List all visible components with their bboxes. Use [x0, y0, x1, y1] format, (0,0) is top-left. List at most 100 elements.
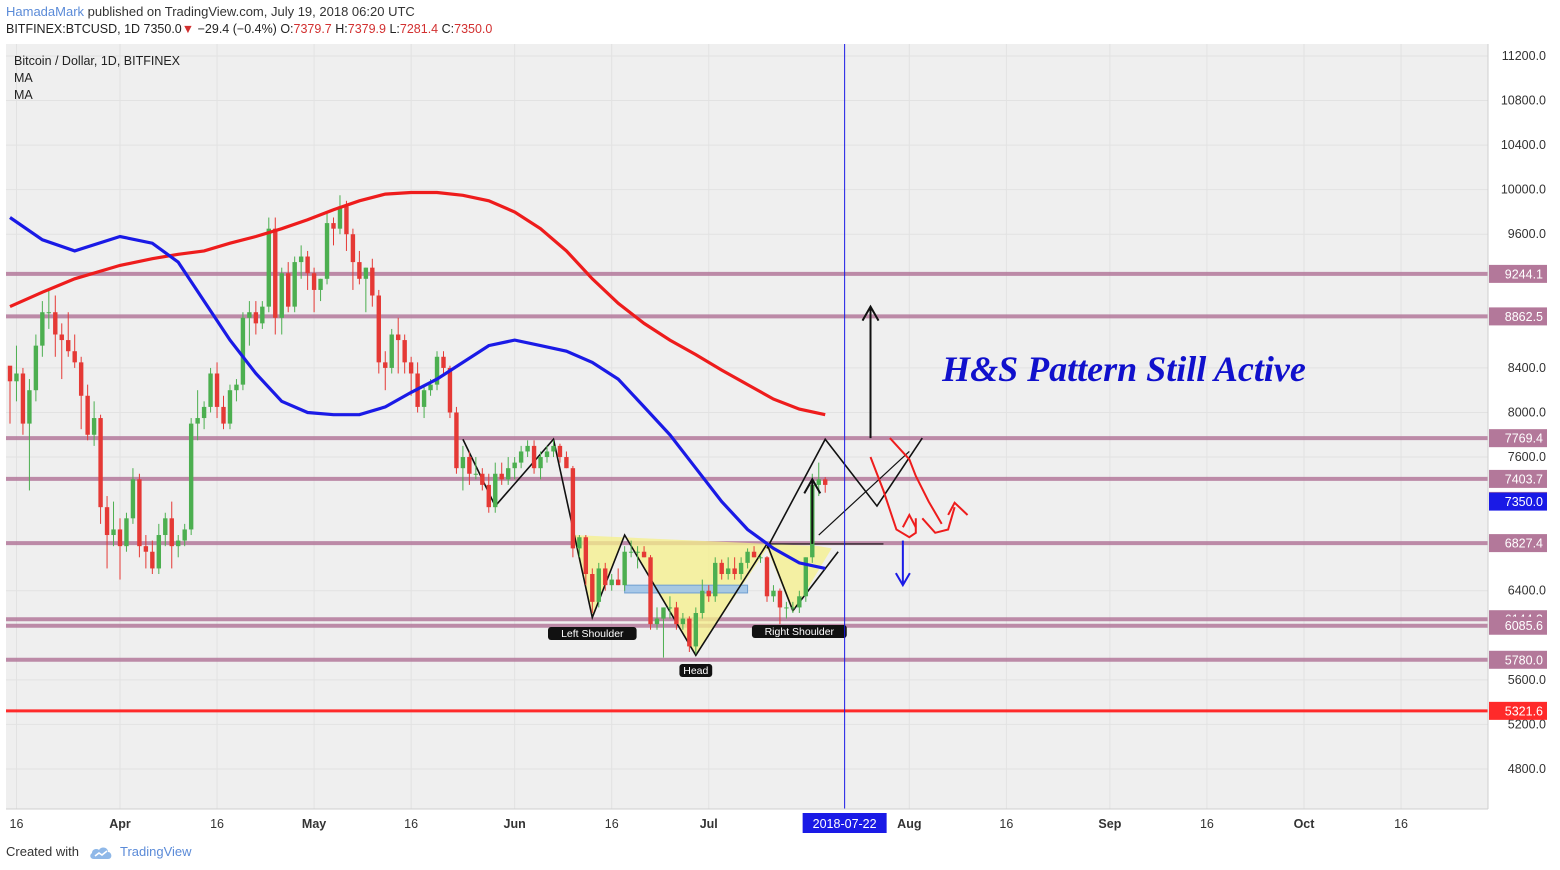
candle-body: [104, 507, 110, 536]
support-price-tag: 5321.6: [1489, 701, 1547, 720]
candle-body: [176, 540, 181, 547]
pattern-label-text: Right Shoulder: [765, 626, 835, 638]
candle-body: [790, 607, 796, 609]
time-tick-label: May: [302, 817, 326, 831]
time-tick-label: 16: [10, 817, 24, 831]
pattern-labels: Left Shoulder Head Right Shoulder: [548, 625, 847, 677]
publish-line: HamadaMark published on TradingView.com,…: [6, 4, 415, 19]
pattern-label-text: Head: [683, 665, 708, 677]
candle-body: [719, 562, 724, 575]
candle-body: [441, 356, 446, 368]
candle-body: [603, 568, 608, 586]
candle-body: [713, 562, 718, 597]
candle-body: [480, 473, 485, 485]
candle-body: [214, 373, 220, 407]
candle-body: [803, 557, 809, 597]
candle-body: [732, 568, 737, 575]
candle-body: [27, 390, 32, 424]
forecast-arrow-2: [947, 501, 969, 516]
time-tick-label: Oct: [1294, 817, 1316, 831]
candle-body: [331, 223, 336, 229]
candle-body: [20, 373, 26, 424]
price-tick-label: 7600.0: [1508, 450, 1546, 464]
candle-body: [421, 390, 427, 407]
open-value: 7379.7: [293, 22, 332, 36]
candle-body: [738, 562, 744, 575]
level-price-tag-text: 5780.0: [1505, 653, 1543, 667]
level-price-tag: 7403.7: [1489, 469, 1547, 488]
time-tick-label: Apr: [109, 817, 131, 831]
level-price-tag: 7769.4: [1489, 429, 1547, 448]
support-price-tag-text: 5321.6: [1505, 704, 1543, 718]
level-price-tag-bg: [1489, 264, 1547, 283]
pattern-label-text: Left Shoulder: [561, 628, 624, 640]
time-axis[interactable]: 16 Apr 16 May 16 Jun 16 Jul Aug 16 Sep 16 Oct 16: [10, 817, 1409, 831]
price-tick-label: 10800.0: [1501, 94, 1546, 108]
candle-body: [344, 206, 349, 235]
candle-body: [279, 273, 284, 318]
candle-body: [208, 373, 213, 407]
candle-body: [85, 395, 90, 435]
legend-ma-2: MA: [14, 88, 33, 102]
candle-body: [240, 317, 246, 385]
chart-annotation: H&S Pattern Still Active: [941, 349, 1306, 389]
overlay-drawings: [803, 304, 969, 588]
candle-body: [286, 273, 291, 307]
date-tag-bg: [802, 813, 887, 833]
time-tags: 2018-07-22: [802, 813, 887, 833]
current-price-tag: 7350.0: [1489, 492, 1547, 511]
publisher-link[interactable]: HamadaMark: [6, 4, 85, 19]
support-price-tag-bg: [1489, 701, 1547, 720]
candle-body: [758, 557, 763, 559]
price-axis[interactable]: 11200.0 10800.0 10400.0 10000.0 9600.0 8400.0…: [1501, 49, 1546, 776]
candle-body: [577, 537, 582, 549]
time-tick-label: Jul: [700, 817, 718, 831]
candle-body: [53, 312, 58, 335]
candle-body: [156, 535, 162, 569]
candle-body: [680, 618, 686, 625]
chart-legend: Bitcoin / Dollar, 1D, BITFINEX MA MA: [14, 54, 181, 102]
ohlc-line: BITFINEX:BTCUSD, 1D 7350.0▼ −29.4 (−0.4%…: [6, 22, 492, 36]
candle-body: [383, 362, 388, 368]
candle-body: [130, 479, 136, 519]
candle-body: [518, 451, 524, 463]
header-bar: HamadaMark published on TradingView.com,…: [0, 0, 1560, 44]
legend-ma-1: MA: [14, 71, 33, 85]
candle-body: [363, 267, 369, 279]
candle-body: [544, 451, 550, 458]
level-price-tag-text: 8862.5: [1505, 310, 1543, 324]
created-with-label: Created with: [6, 844, 79, 859]
last-price: 7350.0: [143, 22, 182, 36]
symbol-label[interactable]: BITFINEX:BTCUSD, 1D: [6, 22, 141, 36]
change-arrow-icon: ▼: [181, 22, 195, 36]
moving-averages: [9, 190, 826, 570]
level-price-tag-text: 7769.4: [1505, 432, 1543, 446]
candle-body: [311, 273, 317, 290]
candle-body: [273, 228, 278, 318]
date-tag-text: 2018-07-22: [813, 817, 877, 831]
candle-body: [447, 367, 453, 413]
time-tick-label: 16: [404, 817, 418, 831]
forecast-path-2: [869, 456, 917, 539]
candle-body: [816, 479, 821, 485]
candle-body: [564, 457, 569, 469]
tradingview-link[interactable]: TradingView: [120, 844, 192, 859]
candle-body: [751, 551, 757, 558]
trend-line: [818, 451, 910, 536]
price-tick-label: 9600.0: [1508, 227, 1546, 241]
candle-body: [764, 557, 770, 597]
time-tick-label: 16: [1394, 817, 1408, 831]
candle-body: [667, 607, 673, 609]
price-tick-label: 8000.0: [1508, 405, 1546, 419]
footer: Created with TradingView: [6, 844, 192, 860]
candle-body: [40, 312, 45, 346]
hs-zigzag: [462, 437, 839, 657]
candle-body: [512, 462, 517, 469]
plot-background: [6, 44, 1488, 809]
candle-body: [292, 262, 297, 307]
close-label: C:: [441, 22, 455, 36]
candle-body: [486, 484, 491, 508]
candle-body: [590, 574, 595, 602]
level-price-tag: 9244.1: [1489, 264, 1547, 283]
